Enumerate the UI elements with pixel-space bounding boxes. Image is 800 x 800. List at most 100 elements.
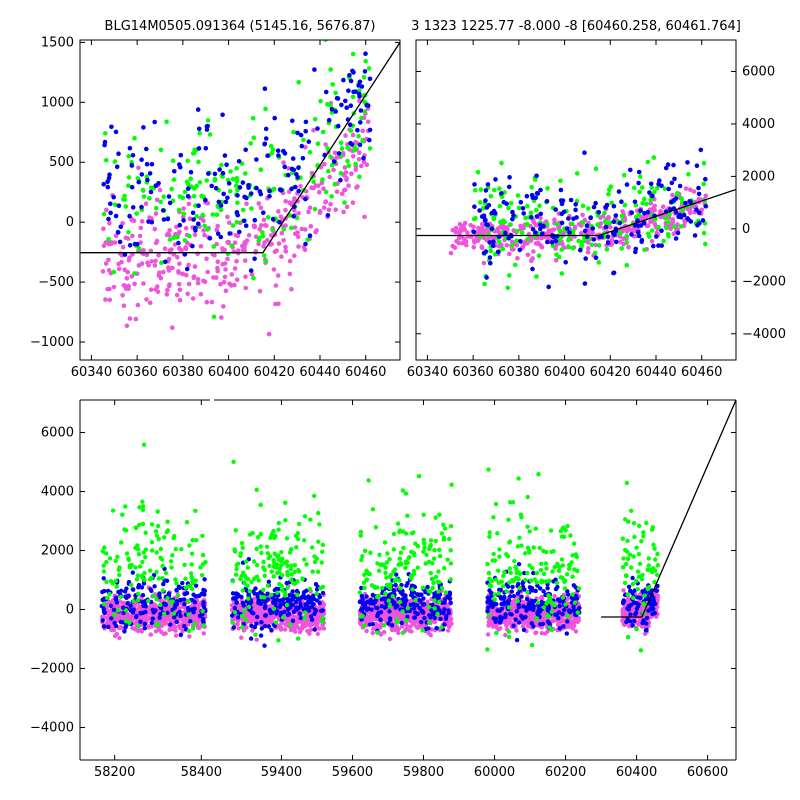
data-point: [234, 219, 240, 225]
data-point: [282, 164, 288, 170]
data-point: [294, 172, 299, 177]
data-point: [161, 217, 167, 222]
data-point: [296, 188, 302, 194]
data-point: [244, 195, 249, 201]
data-point: [305, 237, 311, 242]
data-point: [363, 58, 369, 64]
data-point: [261, 210, 266, 215]
data-point: [471, 229, 477, 235]
data-point: [331, 159, 337, 164]
data-point: [609, 237, 615, 243]
x-tick-label: 60440: [635, 365, 676, 380]
data-point: [265, 215, 271, 220]
data-point: [252, 256, 257, 262]
data-point: [215, 223, 220, 229]
data-point: [266, 624, 272, 629]
data-point: [496, 243, 502, 249]
axes-frame: [415, 39, 737, 361]
data-point: [176, 231, 181, 236]
data-point: [148, 287, 154, 293]
data-point: [309, 600, 314, 605]
data-point: [308, 614, 314, 619]
data-point: [273, 601, 278, 606]
data-point: [177, 287, 183, 293]
data-point: [178, 598, 183, 603]
data-point: [226, 181, 232, 186]
data-point: [121, 303, 127, 309]
data-point: [174, 587, 179, 593]
data-point: [660, 204, 666, 209]
data-point: [211, 314, 217, 320]
data-point: [327, 174, 333, 180]
data-point: [209, 183, 214, 189]
data-point: [632, 199, 638, 205]
data-point: [348, 140, 353, 146]
data-point: [167, 237, 173, 242]
data-point: [113, 595, 119, 601]
data-point: [168, 617, 173, 622]
data-point: [505, 227, 510, 232]
data-point: [530, 226, 536, 232]
data-point: [118, 619, 124, 625]
y-tick-label: 500: [49, 155, 74, 170]
data-point: [514, 228, 520, 234]
data-point: [263, 106, 268, 112]
data-point: [591, 237, 597, 242]
right-panel-title: 3 1323 1225.77 -8.000 -8 [60460.258, 604…: [411, 19, 741, 34]
data-point: [478, 187, 484, 192]
data-point: [243, 147, 248, 153]
data-point: [141, 616, 147, 621]
data-point: [126, 258, 132, 263]
data-point: [651, 155, 657, 160]
data-point: [184, 272, 189, 278]
data-point: [687, 187, 693, 192]
data-point: [293, 184, 298, 190]
data-point: [329, 107, 335, 112]
data-point: [236, 626, 241, 631]
data-point: [113, 233, 119, 239]
data-point: [472, 204, 477, 209]
data-point: [645, 209, 651, 215]
data-point: [234, 210, 240, 215]
data-point: [297, 629, 303, 635]
data-point: [482, 281, 487, 287]
data-point: [291, 167, 297, 173]
data-point: [404, 583, 409, 588]
data-point: [543, 631, 548, 636]
data-point: [578, 247, 583, 253]
data-point: [122, 197, 127, 202]
data-point: [109, 124, 114, 130]
data-point: [230, 176, 236, 182]
data-point: [343, 133, 348, 138]
data-point: [353, 89, 358, 94]
data-point: [229, 243, 234, 248]
data-point: [403, 627, 409, 632]
data-point: [701, 181, 706, 187]
data-point: [284, 580, 289, 586]
data-point: [274, 248, 280, 253]
data-point: [504, 242, 510, 248]
data-point: [108, 201, 113, 207]
data-point: [338, 177, 343, 183]
data-point: [116, 151, 121, 156]
data-point: [290, 589, 295, 594]
data-point: [475, 170, 481, 175]
data-point: [201, 601, 206, 607]
data-point: [360, 128, 366, 134]
data-point: [311, 179, 316, 184]
data-point: [219, 199, 225, 205]
data-point: [136, 263, 142, 268]
data-point: [272, 115, 278, 121]
data-point: [669, 180, 675, 186]
data-point: [262, 623, 268, 629]
data-point: [130, 233, 135, 239]
data-point: [274, 611, 279, 616]
data-point: [591, 204, 597, 210]
data-point: [266, 579, 271, 584]
data-point: [357, 98, 362, 103]
data-point: [219, 315, 224, 320]
data-point: [107, 297, 113, 303]
data-point: [321, 626, 327, 631]
data-point: [174, 224, 179, 230]
data-point: [487, 240, 493, 245]
